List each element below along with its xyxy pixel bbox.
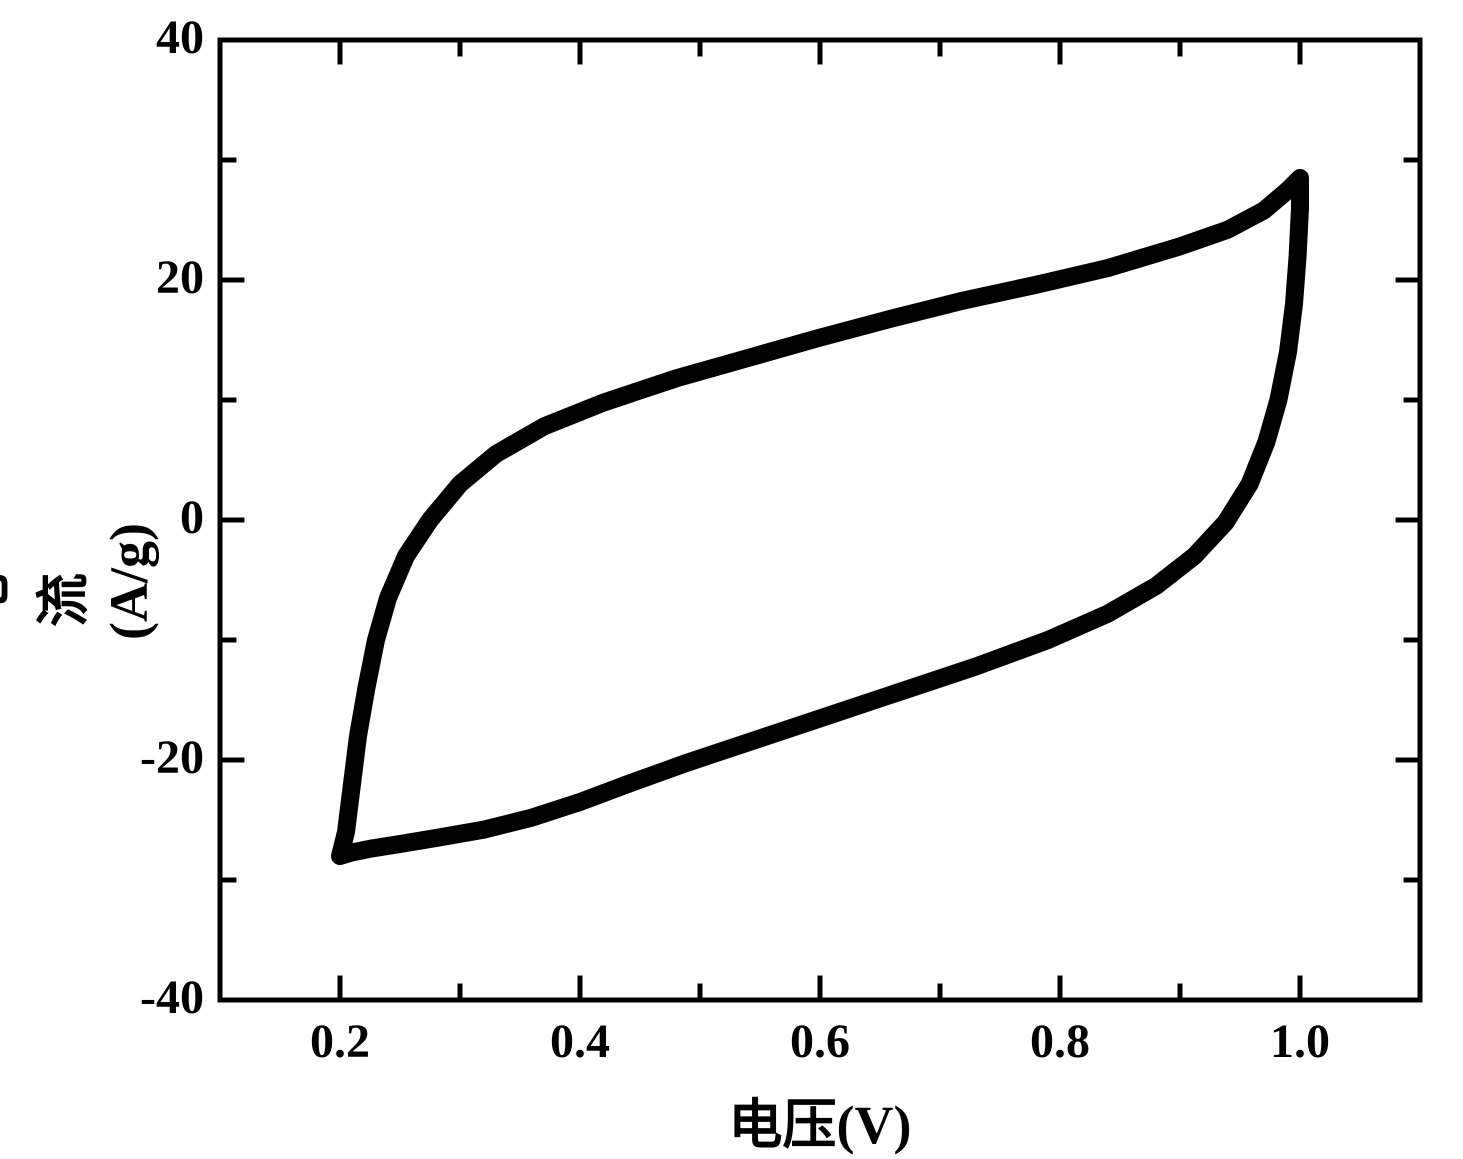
- x-tick-label: 0.8: [1000, 1014, 1120, 1069]
- x-axis-label: 电压(V): [680, 1080, 960, 1159]
- x-tick-label: 0.2: [280, 1014, 400, 1069]
- y-tick-label: 40: [84, 10, 204, 65]
- x-tick-label: 0.4: [520, 1014, 640, 1069]
- cv-chart: 电流 (A/g) 电压(V) 0.20.40.60.81.0-40-200204…: [0, 0, 1463, 1150]
- y-tick-label: -20: [84, 730, 204, 785]
- chart-svg: [0, 0, 1463, 1150]
- y-tick-label: -40: [84, 970, 204, 1025]
- x-tick-label: 1.0: [1240, 1014, 1360, 1069]
- y-tick-label: 0: [84, 490, 204, 545]
- series-cv-curve: [340, 178, 1300, 856]
- x-tick-label: 0.6: [760, 1014, 880, 1069]
- y-tick-label: 20: [84, 250, 204, 305]
- y-axis-label: 电流 (A/g): [0, 560, 160, 640]
